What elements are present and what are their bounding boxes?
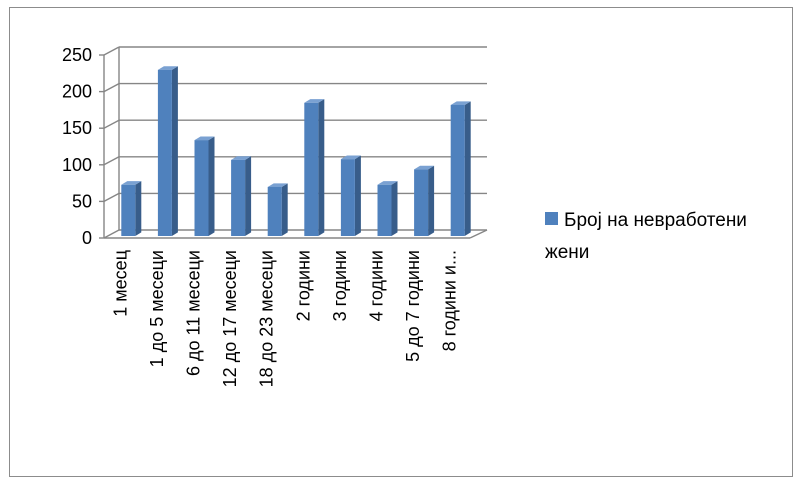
y-axis-tick-labels: 0 50 100 150 200 250 bbox=[62, 45, 92, 248]
bar-front bbox=[377, 184, 392, 236]
x-axis-category-labels: 1 месец 1 до 5 месеци 6 до 11 месеци 12 до … bbox=[110, 250, 459, 387]
legend: Број на невработени жени bbox=[545, 205, 785, 269]
y-tick-label: 200 bbox=[62, 82, 92, 102]
bar bbox=[414, 165, 435, 236]
bar-front bbox=[267, 186, 282, 236]
bar-side bbox=[391, 181, 398, 236]
bar-side bbox=[135, 181, 142, 236]
x-category-label: 5 до 7 години bbox=[403, 250, 423, 362]
bar-front bbox=[414, 169, 429, 236]
legend-swatch bbox=[545, 212, 558, 226]
bar-side bbox=[464, 101, 471, 236]
floor-right-edge bbox=[469, 229, 488, 239]
x-category-label: 1 месец bbox=[110, 250, 130, 317]
legend-series-label: Број на невработени жени bbox=[545, 210, 747, 263]
y-tick-label: 150 bbox=[62, 118, 92, 138]
x-category-label: 6 до 11 месеци bbox=[184, 250, 204, 376]
bar-side bbox=[428, 165, 435, 236]
bar-front bbox=[231, 159, 246, 236]
bar-top bbox=[267, 183, 288, 187]
bar-top bbox=[194, 136, 215, 141]
y-tick-label: 0 bbox=[82, 228, 92, 248]
x-category-label: 18 до 23 месеци bbox=[257, 250, 277, 387]
y-tick-label: 100 bbox=[62, 155, 92, 175]
bar-side bbox=[354, 155, 361, 236]
x-category-label: 4 години bbox=[367, 250, 387, 321]
y-tick-label: 250 bbox=[62, 45, 92, 65]
bar bbox=[267, 183, 288, 236]
side-gridline-150 bbox=[103, 119, 120, 129]
bar-top bbox=[121, 181, 142, 185]
bar-top bbox=[450, 101, 471, 105]
bar-top bbox=[231, 156, 252, 160]
bar bbox=[450, 101, 471, 236]
x-category-label: 2 години bbox=[293, 250, 313, 321]
bar-front bbox=[340, 159, 355, 236]
bars bbox=[121, 66, 471, 237]
bar-front bbox=[304, 102, 319, 236]
side-gridline-100 bbox=[103, 156, 120, 166]
x-category-label: 8 години и... bbox=[440, 250, 460, 351]
bar-front bbox=[157, 69, 172, 236]
x-category-label: 12 до 17 месеци bbox=[220, 250, 240, 387]
bar-front bbox=[450, 104, 465, 236]
bar bbox=[304, 99, 325, 237]
bar bbox=[231, 156, 252, 236]
bar-front bbox=[121, 184, 136, 236]
bar-front bbox=[194, 140, 209, 236]
bar-side bbox=[318, 99, 325, 237]
bar-top bbox=[340, 155, 361, 160]
x-category-label: 1 до 5 месеци bbox=[147, 250, 167, 367]
bar-side bbox=[208, 136, 215, 236]
bar-chart: 0 50 100 150 200 250 1 месец 1 до 5 месеци 6 до… bbox=[62, 45, 488, 387]
bar bbox=[194, 136, 215, 236]
bar-top bbox=[377, 181, 398, 185]
bar bbox=[121, 181, 142, 236]
side-gridline-200 bbox=[103, 82, 120, 93]
x-category-label: 3 години bbox=[330, 250, 350, 321]
bar-side bbox=[245, 156, 252, 236]
bar bbox=[157, 66, 178, 237]
bar bbox=[340, 155, 361, 236]
y-tick-label: 50 bbox=[72, 191, 92, 211]
bar-top bbox=[157, 66, 178, 70]
bar-side bbox=[281, 183, 288, 236]
chart-frame bbox=[9, 7, 793, 477]
side-gridline-50 bbox=[103, 192, 120, 203]
bar-top bbox=[304, 99, 325, 103]
bar-side bbox=[171, 66, 178, 237]
bar-top bbox=[414, 165, 435, 170]
side-gridline-250 bbox=[103, 46, 120, 56]
bar bbox=[377, 181, 398, 236]
side-gridline-0 bbox=[103, 229, 120, 239]
